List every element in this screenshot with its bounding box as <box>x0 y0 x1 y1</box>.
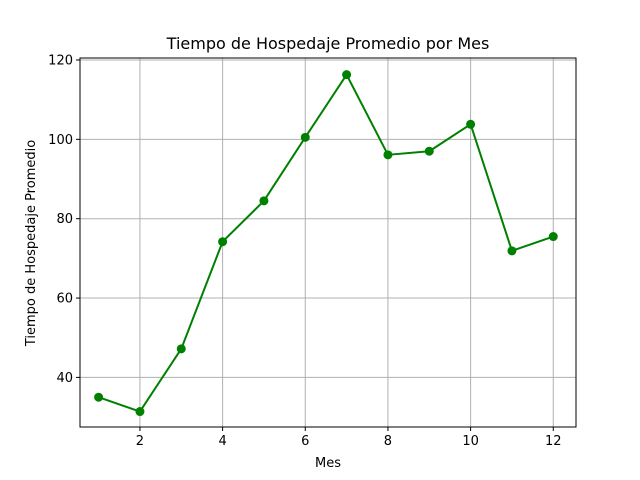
x-axis-ticks: 2 4 6 8 10 12 <box>136 427 562 449</box>
y-tick-label: 40 <box>56 371 73 386</box>
data-point <box>135 407 145 417</box>
y-tick-label: 80 <box>56 212 73 227</box>
grid-lines <box>80 58 576 427</box>
series-line <box>98 73 554 413</box>
data-point <box>507 246 517 256</box>
data-point <box>548 232 558 242</box>
data-point <box>342 70 352 80</box>
y-tick-label: 100 <box>48 133 73 148</box>
data-point <box>424 146 434 156</box>
y-axis-ticks: 40 60 80 100 120 <box>48 53 80 386</box>
data-point <box>383 150 393 160</box>
plot-area-frame <box>79 57 577 428</box>
x-tick-label: 12 <box>545 434 562 449</box>
y-axis-title: Tiempo de Hospedaje Promedio <box>24 140 39 347</box>
x-tick-label: 8 <box>384 434 392 449</box>
chart-title: Tiempo de Hospedaje Promedio por Mes <box>166 34 490 53</box>
data-point <box>176 344 186 354</box>
data-point <box>218 237 228 247</box>
data-series <box>94 70 558 417</box>
x-axis-title: Mes <box>315 456 341 471</box>
data-point <box>259 196 269 206</box>
data-point <box>94 392 104 402</box>
x-tick-label: 6 <box>301 434 309 449</box>
data-point <box>300 132 310 142</box>
x-tick-label: 4 <box>218 434 226 449</box>
x-tick-label: 2 <box>136 434 144 449</box>
y-tick-label: 120 <box>48 53 73 68</box>
x-tick-label: 10 <box>462 434 479 449</box>
y-tick-label: 60 <box>56 292 73 307</box>
data-point <box>466 119 476 129</box>
